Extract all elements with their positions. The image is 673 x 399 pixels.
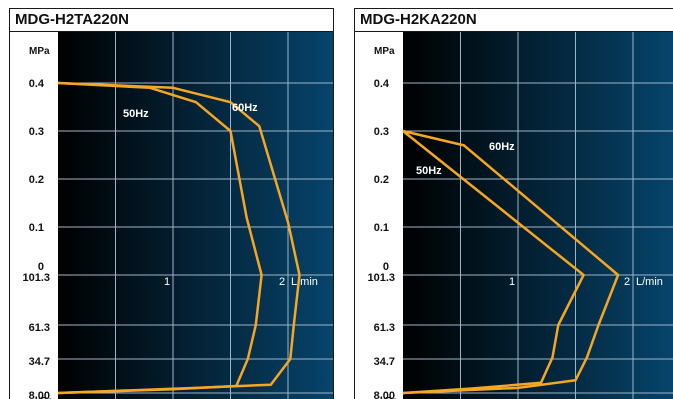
chart-title: MDG-H2KA220N — [355, 9, 673, 32]
pressure-tick-label: 0.1 — [374, 222, 389, 234]
flow-tick-label: 2 — [624, 276, 630, 288]
flow-unit-label: L/min — [636, 276, 663, 288]
series-label-50hz: 50Hz — [416, 165, 442, 177]
pressure-tick-label: 0.3 — [29, 126, 44, 138]
chart-title: MDG-H2TA220N — [10, 9, 333, 32]
flow-tick-label: 1 — [164, 276, 170, 288]
vacuum-tick-label: 101.3 — [22, 272, 50, 284]
pressure-tick-label: 0 — [383, 261, 389, 273]
vacuum-tick-label: 61.3 — [29, 322, 50, 334]
series-line-50hz — [402, 130, 585, 395]
series-label-60hz: 60Hz — [489, 141, 515, 153]
vacuum-tick-label: 34.7 — [374, 356, 395, 368]
pressure-tick-label: 0 — [38, 261, 44, 273]
plot-background — [403, 32, 673, 399]
series-label-50hz: 50Hz — [123, 108, 149, 120]
series-label-60hz: 60Hz — [232, 102, 258, 114]
chart-panel-h2ka: MDG-H2KA220N MPa 0.4 0.3 0.2 0.1 0 101.3 61.3 34… — [354, 8, 673, 399]
vacuum-tick-label: 61.3 — [374, 322, 395, 334]
flow-unit-label: L/min — [291, 276, 318, 288]
flow-tick-label: 1 — [509, 276, 515, 288]
pressure-tick-label: 0.4 — [29, 78, 45, 90]
vacuum-unit-label: kPa — [35, 396, 53, 399]
vacuum-unit-label: kPa — [380, 396, 398, 399]
vacuum-tick-label: 8.00 — [374, 390, 395, 399]
pressure-tick-label: 0.2 — [374, 174, 389, 186]
pressure-tick-label: 0.2 — [29, 174, 44, 186]
flow-tick-label: 2 — [279, 276, 285, 288]
pressure-tick-label: 0.1 — [29, 222, 44, 234]
series-line-60hz — [57, 81, 301, 395]
series-line-60hz — [402, 129, 620, 395]
pressure-unit-label: MPa — [29, 46, 50, 57]
pressure-tick-label: 0.4 — [374, 78, 390, 90]
vacuum-tick-label: 34.7 — [29, 356, 50, 368]
pressure-tick-label: 0.3 — [374, 126, 389, 138]
chart-panel-h2ta: MDG-H2TA220N MPa 0.4 0.3 0.2 0.1 0 101.3 61.3 34… — [9, 8, 334, 399]
vacuum-tick-label: 101.3 — [367, 272, 395, 284]
vacuum-tick-label: 8.00 — [29, 390, 50, 399]
pressure-unit-label: MPa — [374, 46, 395, 57]
